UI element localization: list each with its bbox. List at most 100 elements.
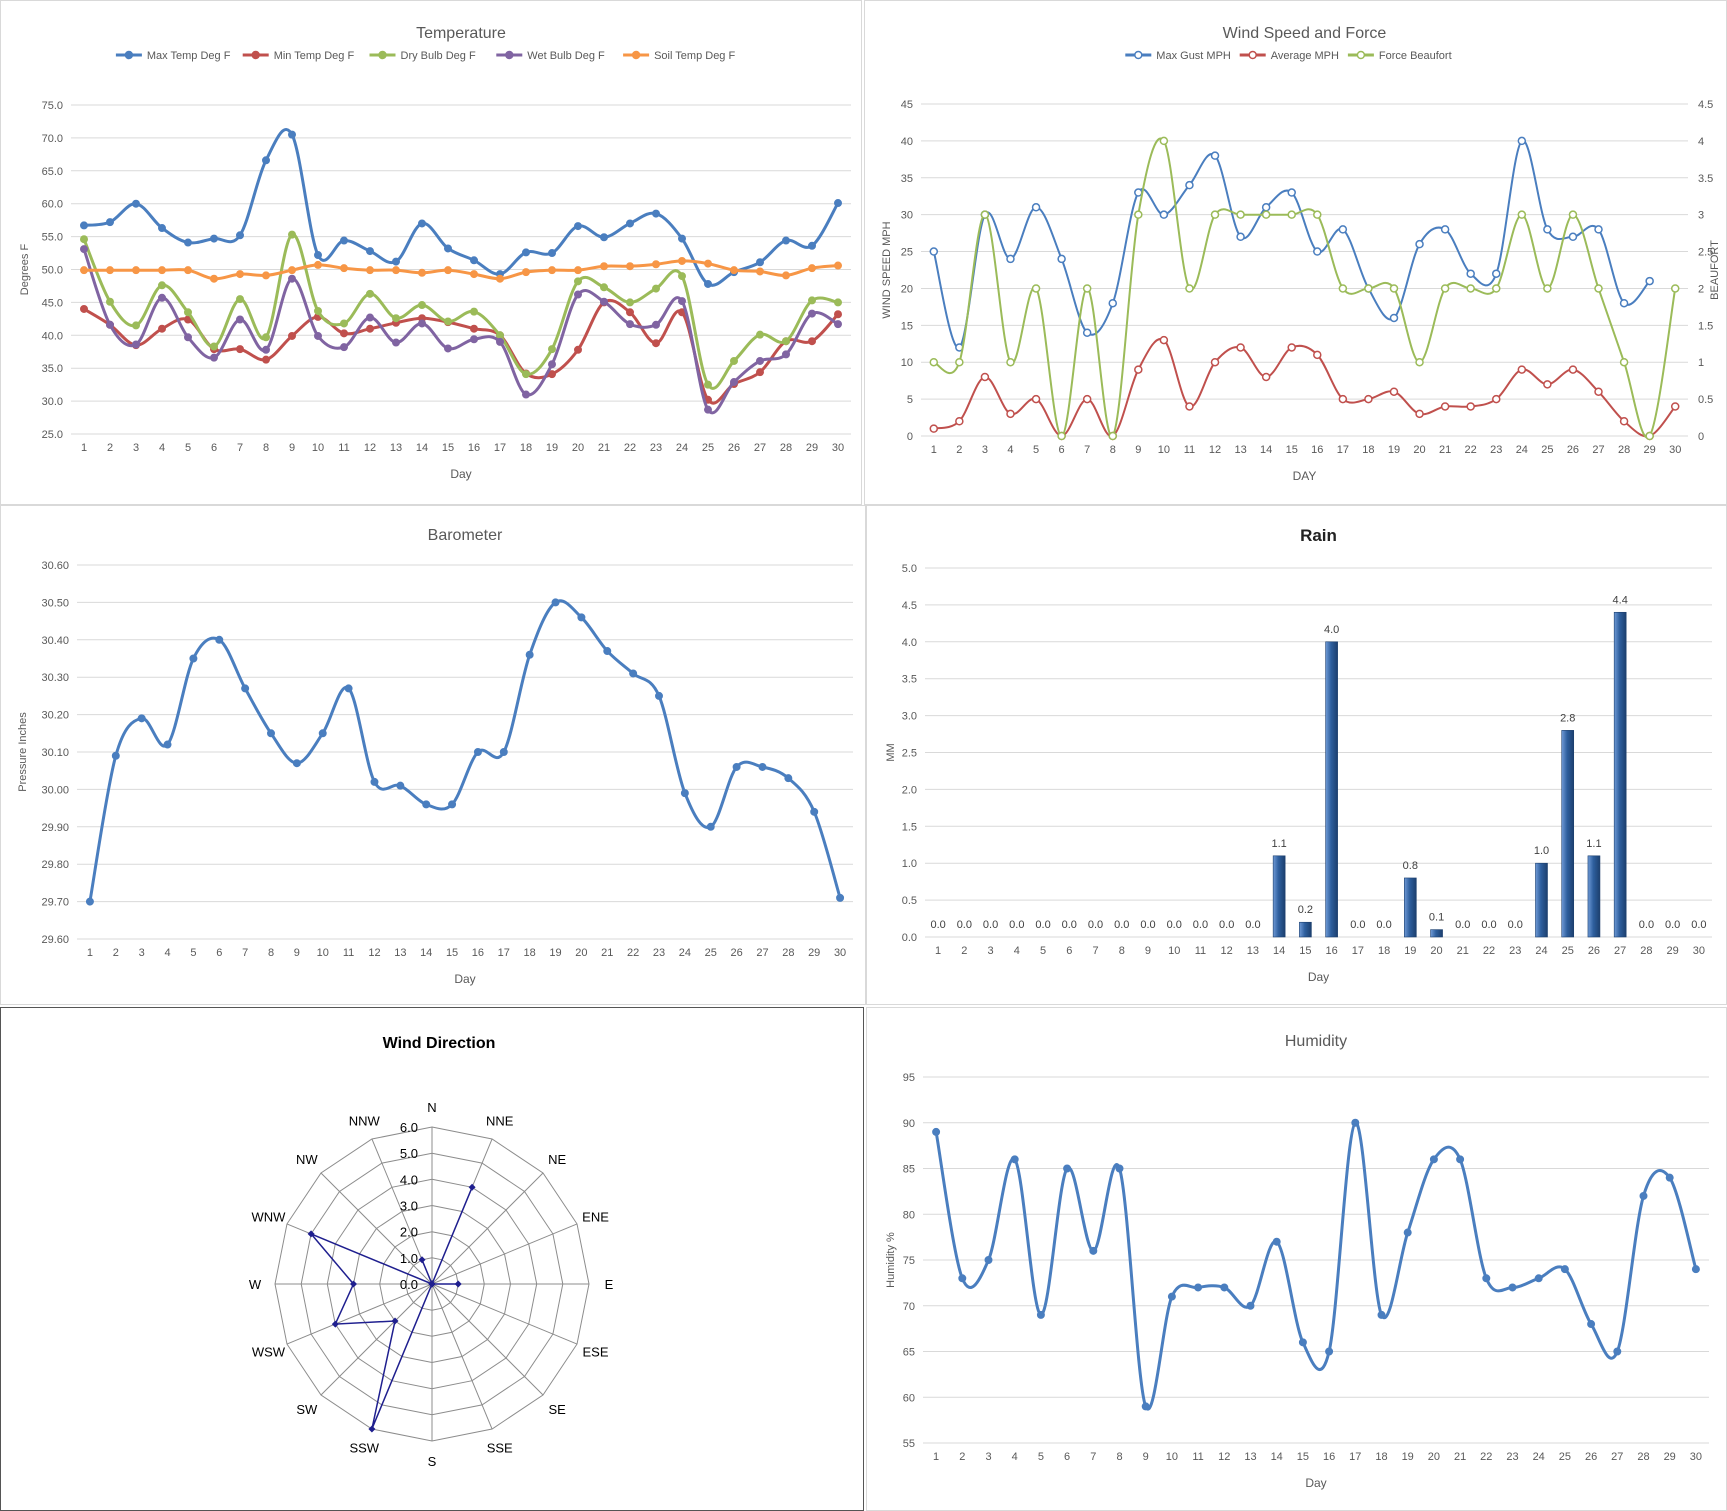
data-point xyxy=(314,331,322,340)
data-point xyxy=(1313,350,1322,360)
x-tick-label: 2 xyxy=(956,444,962,456)
y-tick-label: 30.10 xyxy=(41,747,69,759)
data-point xyxy=(1313,247,1322,256)
legend-marker xyxy=(1356,50,1366,60)
data-point xyxy=(1508,1283,1517,1292)
data-label: 0.0 xyxy=(957,919,972,931)
data-point xyxy=(1492,284,1501,293)
y-tick-label: 25.0 xyxy=(42,429,63,441)
data-point xyxy=(756,267,764,276)
data-point xyxy=(834,320,842,329)
r-tick-label: 6.0 xyxy=(400,1120,418,1135)
x-tick-label: 29 xyxy=(1644,444,1656,456)
r-tick-label: 3.0 xyxy=(400,1199,418,1214)
y-tick-label: 2.5 xyxy=(902,748,917,760)
x-tick-label: 13 xyxy=(1244,1451,1256,1463)
x-tick-label: 3 xyxy=(988,945,994,957)
x-tick-label: 27 xyxy=(754,442,766,454)
series-soil-temp-deg-f xyxy=(80,256,842,283)
x-tick-label: 24 xyxy=(1535,945,1547,957)
data-point xyxy=(85,897,94,906)
data-point xyxy=(808,337,816,346)
data-point xyxy=(1261,210,1271,219)
data-point xyxy=(984,1256,993,1264)
data-point xyxy=(1440,402,1450,411)
data-label: 0.0 xyxy=(1114,919,1129,931)
data-point xyxy=(288,266,296,275)
x-axis-label: Day xyxy=(450,467,471,481)
data-point xyxy=(1587,1320,1596,1329)
data-point xyxy=(652,320,660,329)
series-line xyxy=(932,139,1651,349)
y-tick-label: 2.0 xyxy=(902,784,917,796)
y-tick-label: 45.0 xyxy=(42,297,63,309)
x-tick-label: 24 xyxy=(679,947,691,959)
data-point xyxy=(1246,1301,1255,1310)
data-point xyxy=(1108,298,1117,308)
data-point xyxy=(444,317,452,326)
data-label: 4.0 xyxy=(1324,624,1339,636)
x-tick-label: 21 xyxy=(598,442,610,454)
x-tick-label: 18 xyxy=(1375,1451,1387,1463)
x-tick-label: 3 xyxy=(982,444,988,456)
rain-bar xyxy=(1404,877,1417,938)
data-point xyxy=(1351,1118,1360,1127)
data-point xyxy=(236,315,244,324)
x-tick-label: 11 xyxy=(1195,945,1206,957)
data-point xyxy=(418,268,426,277)
data-point xyxy=(1115,1164,1124,1173)
data-point xyxy=(756,330,764,339)
wind-chart-panel: Wind Speed and Force 0 5 10 15 20 25 30 35 40 45 1 2… xyxy=(864,0,1727,505)
data-point xyxy=(314,251,322,260)
y-axis-label: Humidity % xyxy=(885,1232,897,1288)
data-point xyxy=(496,337,504,346)
y2-axis-label: BEAUFORT xyxy=(1709,240,1721,300)
x-tick-label: 19 xyxy=(549,947,561,959)
data-point xyxy=(652,284,660,293)
x-tick-label: 22 xyxy=(624,442,636,454)
x-tick-label: 1 xyxy=(81,442,87,454)
radar-spoke xyxy=(431,1283,544,1396)
data-point xyxy=(1220,1283,1229,1292)
x-tick-label: 15 xyxy=(1297,1451,1309,1463)
data-point xyxy=(782,236,790,245)
x-tick-label: 26 xyxy=(728,442,740,454)
x-tick-label: 7 xyxy=(242,947,248,959)
data-point xyxy=(732,762,741,771)
data-point xyxy=(704,259,712,268)
data-point xyxy=(1236,210,1245,219)
r-tick-label: 1.0 xyxy=(400,1251,418,1266)
data-point xyxy=(80,266,88,275)
data-point xyxy=(1057,431,1066,441)
y-tick-label: 30 xyxy=(901,210,913,222)
x-tick-label: 12 xyxy=(1209,444,1221,456)
data-point xyxy=(1210,151,1220,160)
chart-title: Humidity xyxy=(1285,1033,1347,1050)
radar-data-point xyxy=(391,1317,399,1325)
radar-data-point xyxy=(428,1280,436,1288)
data-point xyxy=(1159,136,1169,146)
legend-marker xyxy=(1248,50,1257,60)
x-tick-label: 2 xyxy=(113,947,119,959)
data-point xyxy=(210,274,218,283)
legend-marker xyxy=(251,50,260,60)
y2-tick-label: 4 xyxy=(1698,136,1704,148)
data-point xyxy=(1568,210,1578,219)
data-point xyxy=(1236,343,1245,352)
x-tick-label: 15 xyxy=(1299,945,1311,957)
x-tick-label: 18 xyxy=(524,947,536,959)
data-point xyxy=(392,314,400,323)
rain-bar xyxy=(1535,862,1548,938)
data-point xyxy=(158,293,166,302)
series-max-temp-deg-f xyxy=(80,128,842,288)
x-tick-label: 4 xyxy=(1007,444,1013,456)
data-point xyxy=(655,691,663,700)
data-point xyxy=(548,345,556,354)
data-point xyxy=(314,306,322,315)
x-tick-label: 6 xyxy=(1059,444,1065,456)
data-point xyxy=(163,740,172,749)
data-label: 0.0 xyxy=(1219,919,1234,931)
x-tick-label: 16 xyxy=(1325,945,1337,957)
series-wet-bulb-deg-f xyxy=(80,245,842,415)
data-point xyxy=(137,714,146,723)
